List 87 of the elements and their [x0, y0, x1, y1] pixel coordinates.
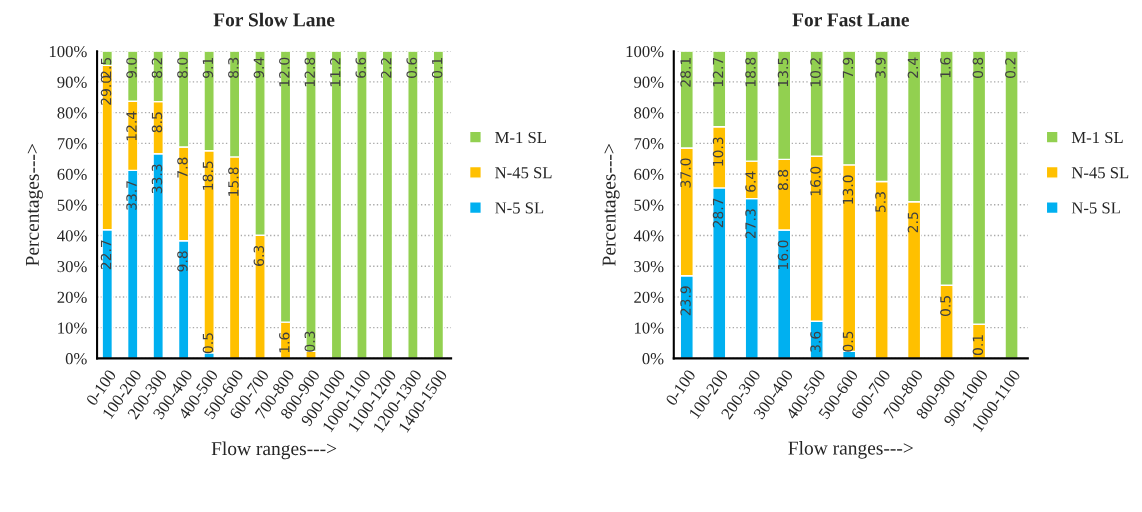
- legend-label: M-1 SL: [1071, 131, 1123, 144]
- annotation: 15.8: [228, 167, 239, 196]
- annotation: 0.5: [202, 333, 214, 354]
- annotation: 16.0: [810, 166, 821, 196]
- annotation: 11.2: [330, 58, 341, 87]
- y-tick-label: 60%: [634, 168, 664, 181]
- annotation: 13.0: [842, 175, 854, 204]
- legend-label: N-45 SL: [495, 167, 552, 179]
- y-tick-label: 50%: [634, 199, 664, 211]
- y-tick-label: 0%: [65, 353, 87, 365]
- y-tick-label: 80%: [634, 107, 664, 119]
- y-tick-label: 50%: [57, 199, 87, 211]
- chart-title: For Fast Lane: [792, 13, 909, 27]
- y-tick-label: 30%: [634, 260, 664, 273]
- annotation: 5.3: [875, 192, 886, 213]
- annotation: 2.5: [907, 212, 919, 233]
- chart-title: For Slow Lane: [213, 12, 335, 27]
- annotation: 10.2: [810, 58, 821, 87]
- annotation: 8.8: [777, 169, 789, 191]
- annotation: 7.9: [842, 57, 854, 78]
- annotation: 37.0: [680, 158, 691, 188]
- y-tick-label: 100%: [626, 45, 664, 58]
- annotation: 6.4: [745, 171, 756, 192]
- y-tick-label: 90%: [634, 76, 664, 88]
- annotation: 0.6: [406, 57, 417, 78]
- y-axis-title: Percentages--->: [25, 144, 43, 266]
- y-tick-label: 60%: [57, 168, 87, 181]
- y-tick-label: 20%: [634, 291, 664, 303]
- y-tick-label: 20%: [57, 291, 87, 303]
- legend-label: N-5 SL: [1071, 202, 1120, 214]
- annotation: 28.1: [680, 58, 691, 87]
- annotation: 28.7: [712, 198, 724, 228]
- annotation: 9.8: [177, 251, 188, 272]
- y-tick-label: 70%: [57, 138, 87, 150]
- annotation: 1.6: [940, 57, 951, 78]
- annotation: 8.5: [151, 112, 163, 133]
- annotation: 8.2: [151, 58, 163, 78]
- annotation: 18.8: [745, 57, 756, 87]
- y-tick-label: 0%: [642, 353, 664, 365]
- annotation: 18.5: [202, 161, 214, 190]
- annotation: 2.4: [907, 57, 918, 78]
- y-tick-label: 100%: [49, 45, 87, 58]
- y-tick-label: 10%: [634, 322, 664, 334]
- annotation: 0.5: [940, 296, 951, 317]
- annotation: 0.2: [1005, 58, 1016, 78]
- legend-label: N-45 SL: [1071, 167, 1129, 179]
- legend-label: N-5 SL: [495, 202, 544, 214]
- annotation: 7.8: [177, 157, 188, 178]
- annotation: 9.0: [126, 57, 137, 78]
- y-tick-label: 70%: [634, 138, 664, 150]
- annotation: 2.2: [380, 58, 392, 78]
- annotation: 3.9: [875, 57, 886, 78]
- annotation: 8.0: [177, 57, 188, 78]
- annotation: 13.5: [777, 57, 789, 87]
- annotation: 9.4: [253, 57, 265, 78]
- annotation: 0.8: [972, 57, 984, 78]
- annotation: 12.7: [712, 57, 724, 87]
- y-tick-label: 40%: [633, 230, 664, 242]
- annotation: 0.3: [304, 331, 316, 352]
- y-axis-title: Percentages--->: [602, 144, 620, 266]
- annotation: 6.6: [355, 57, 366, 78]
- y-tick-label: 90%: [57, 76, 87, 88]
- annotation: 1.6: [279, 332, 290, 353]
- legend-label: M-1 SL: [495, 131, 546, 144]
- annotation: 33.3: [151, 164, 163, 194]
- annotation: 8.3: [228, 57, 239, 78]
- annotation: 3.6: [810, 331, 821, 352]
- annotation: 33.7: [126, 181, 137, 210]
- annotation: 6.3: [253, 245, 265, 266]
- annotation: 23.9: [680, 286, 691, 316]
- annotation: 0.1: [431, 58, 443, 78]
- annotation: 16.0: [777, 240, 789, 269]
- y-tick-label: 30%: [57, 260, 87, 273]
- x-axis-title: Flow ranges--->: [211, 441, 337, 460]
- annotation: 12.4: [126, 111, 137, 141]
- y-tick-label: 10%: [58, 322, 87, 334]
- annotation: 27.3: [745, 209, 756, 239]
- annotation: 12.0: [279, 57, 290, 87]
- x-axis-title: Flow ranges--->: [788, 440, 913, 459]
- annotation: 22.7: [100, 240, 112, 270]
- y-tick-label: 80%: [57, 107, 87, 119]
- annotation: 10.3: [712, 137, 724, 166]
- y-tick-label: 40%: [57, 230, 87, 242]
- annotation: 9.1: [202, 58, 214, 78]
- annotation: 0.1: [972, 335, 984, 356]
- annotation: 12.8: [304, 57, 316, 87]
- annotation: 0.5: [842, 331, 854, 352]
